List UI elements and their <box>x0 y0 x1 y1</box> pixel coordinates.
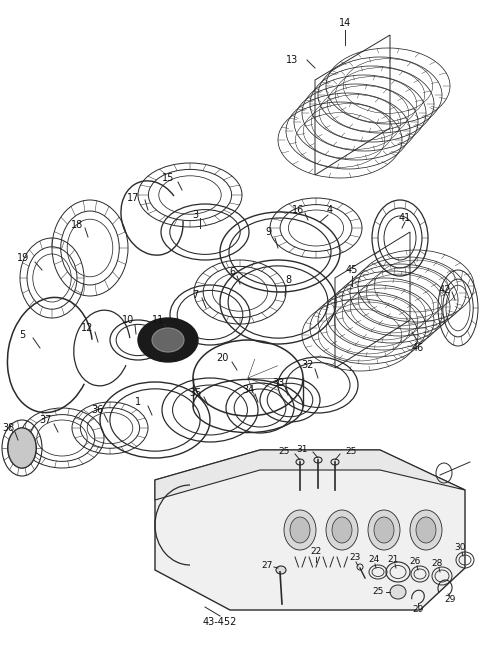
Ellipse shape <box>332 517 352 543</box>
Text: 23: 23 <box>349 553 360 563</box>
Ellipse shape <box>374 517 394 543</box>
Ellipse shape <box>8 428 36 468</box>
Ellipse shape <box>410 510 442 550</box>
Text: 42: 42 <box>439 285 451 295</box>
Ellipse shape <box>276 566 286 574</box>
Text: 31: 31 <box>297 445 308 455</box>
Ellipse shape <box>390 585 406 599</box>
Text: 9: 9 <box>265 227 271 237</box>
Polygon shape <box>155 450 465 610</box>
Text: 38: 38 <box>2 423 14 433</box>
Text: 19: 19 <box>17 253 29 263</box>
Text: 25: 25 <box>278 447 290 457</box>
Ellipse shape <box>368 510 400 550</box>
Text: 46: 46 <box>412 343 424 353</box>
Text: 43-452: 43-452 <box>203 617 237 627</box>
Ellipse shape <box>138 318 198 362</box>
Text: 29: 29 <box>444 595 456 605</box>
Text: 12: 12 <box>81 323 93 333</box>
Text: 11: 11 <box>152 315 164 325</box>
Text: 32: 32 <box>302 360 314 370</box>
Text: 27: 27 <box>261 561 273 569</box>
Text: 16: 16 <box>292 205 304 215</box>
Text: 28: 28 <box>432 559 443 569</box>
Text: 18: 18 <box>71 220 83 230</box>
Polygon shape <box>155 450 465 500</box>
Ellipse shape <box>284 510 316 550</box>
Text: 37: 37 <box>40 415 52 425</box>
Text: 36: 36 <box>91 405 103 415</box>
Text: 45: 45 <box>346 265 358 275</box>
Text: 1: 1 <box>135 397 141 407</box>
Ellipse shape <box>326 510 358 550</box>
Text: 29: 29 <box>412 605 424 614</box>
Text: 3: 3 <box>192 210 198 220</box>
Text: 22: 22 <box>311 548 322 557</box>
Text: 20: 20 <box>216 353 228 363</box>
Text: 8: 8 <box>285 275 291 285</box>
Text: 4: 4 <box>327 205 333 215</box>
Text: 10: 10 <box>122 315 134 325</box>
Text: 33: 33 <box>272 378 284 388</box>
Ellipse shape <box>290 517 310 543</box>
Text: 24: 24 <box>368 555 380 565</box>
Text: 25: 25 <box>372 588 384 597</box>
Ellipse shape <box>416 517 436 543</box>
Text: 6: 6 <box>229 267 235 277</box>
Text: 13: 13 <box>286 55 298 65</box>
Text: 34: 34 <box>242 385 254 395</box>
Text: 41: 41 <box>399 213 411 223</box>
Text: 15: 15 <box>162 173 174 183</box>
Text: 7: 7 <box>192 290 198 300</box>
Text: 35: 35 <box>190 388 202 398</box>
Text: 17: 17 <box>127 193 139 203</box>
Text: 5: 5 <box>19 330 25 340</box>
Text: 21: 21 <box>387 555 399 565</box>
Text: 14: 14 <box>339 18 351 28</box>
Text: 30: 30 <box>454 544 466 553</box>
Text: 25: 25 <box>345 447 356 457</box>
Ellipse shape <box>152 328 184 352</box>
Text: 26: 26 <box>409 557 420 567</box>
